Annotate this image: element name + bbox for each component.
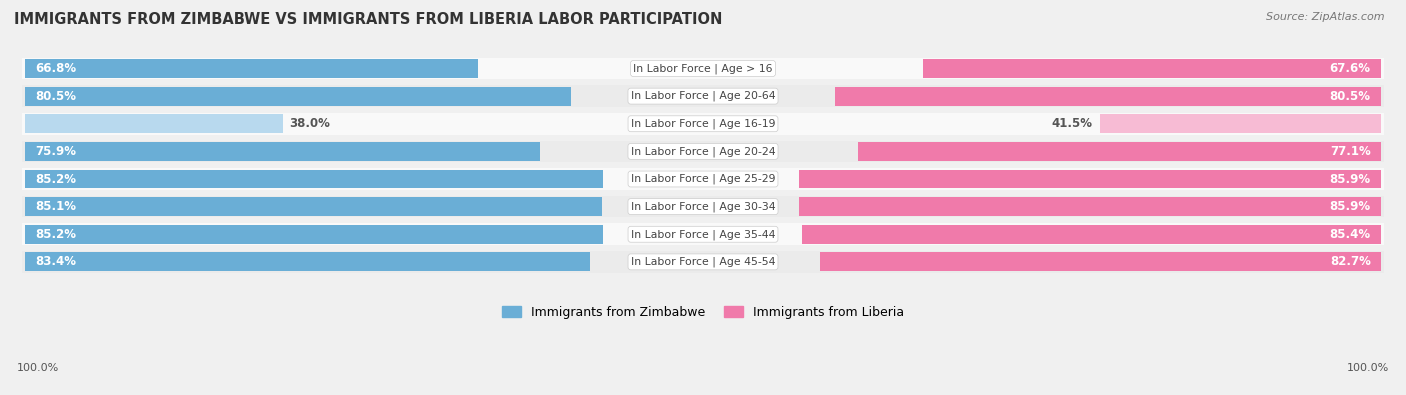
Text: In Labor Force | Age 35-44: In Labor Force | Age 35-44 [631, 229, 775, 239]
Bar [922, 59, 1381, 78]
Text: 85.2%: 85.2% [35, 173, 76, 186]
Bar [21, 251, 1385, 273]
Text: 100.0%: 100.0% [1347, 363, 1389, 373]
Bar [21, 168, 1385, 190]
Text: 67.6%: 67.6% [1330, 62, 1371, 75]
Text: 85.9%: 85.9% [1330, 173, 1371, 186]
Bar [1099, 115, 1381, 133]
Bar [835, 87, 1381, 105]
Text: In Labor Force | Age 16-19: In Labor Force | Age 16-19 [631, 118, 775, 129]
Text: 38.0%: 38.0% [290, 117, 330, 130]
Text: IMMIGRANTS FROM ZIMBABWE VS IMMIGRANTS FROM LIBERIA LABOR PARTICIPATION: IMMIGRANTS FROM ZIMBABWE VS IMMIGRANTS F… [14, 12, 723, 27]
Bar [21, 58, 1385, 79]
Bar [21, 224, 1385, 245]
Text: 80.5%: 80.5% [1330, 90, 1371, 103]
Text: 85.2%: 85.2% [35, 228, 76, 241]
Text: 75.9%: 75.9% [35, 145, 76, 158]
Text: 83.4%: 83.4% [35, 256, 76, 268]
Bar [820, 252, 1381, 271]
Bar [801, 225, 1381, 244]
Bar [25, 115, 283, 133]
Bar [25, 197, 602, 216]
Bar [21, 196, 1385, 217]
Text: In Labor Force | Age 20-64: In Labor Force | Age 20-64 [631, 91, 775, 102]
Bar [25, 142, 540, 161]
Bar [799, 197, 1381, 216]
Bar [25, 225, 603, 244]
Bar [25, 252, 591, 271]
Bar [21, 85, 1385, 107]
Text: 82.7%: 82.7% [1330, 256, 1371, 268]
Text: Source: ZipAtlas.com: Source: ZipAtlas.com [1267, 12, 1385, 22]
Bar [25, 169, 603, 188]
Text: In Labor Force | Age 20-24: In Labor Force | Age 20-24 [631, 146, 775, 157]
Text: In Labor Force | Age > 16: In Labor Force | Age > 16 [633, 63, 773, 74]
Text: 77.1%: 77.1% [1330, 145, 1371, 158]
Text: 85.4%: 85.4% [1330, 228, 1371, 241]
Text: 85.1%: 85.1% [35, 200, 76, 213]
Bar [25, 59, 478, 78]
Bar [21, 113, 1385, 135]
Text: In Labor Force | Age 25-29: In Labor Force | Age 25-29 [631, 174, 775, 184]
Bar [25, 87, 571, 105]
Text: In Labor Force | Age 45-54: In Labor Force | Age 45-54 [631, 257, 775, 267]
Text: In Labor Force | Age 30-34: In Labor Force | Age 30-34 [631, 201, 775, 212]
Text: 66.8%: 66.8% [35, 62, 76, 75]
Legend: Immigrants from Zimbabwe, Immigrants from Liberia: Immigrants from Zimbabwe, Immigrants fro… [498, 301, 908, 324]
Text: 100.0%: 100.0% [17, 363, 59, 373]
Text: 85.9%: 85.9% [1330, 200, 1371, 213]
Bar [21, 141, 1385, 162]
Bar [799, 169, 1381, 188]
Text: 41.5%: 41.5% [1052, 117, 1092, 130]
Bar [858, 142, 1381, 161]
Text: 80.5%: 80.5% [35, 90, 76, 103]
